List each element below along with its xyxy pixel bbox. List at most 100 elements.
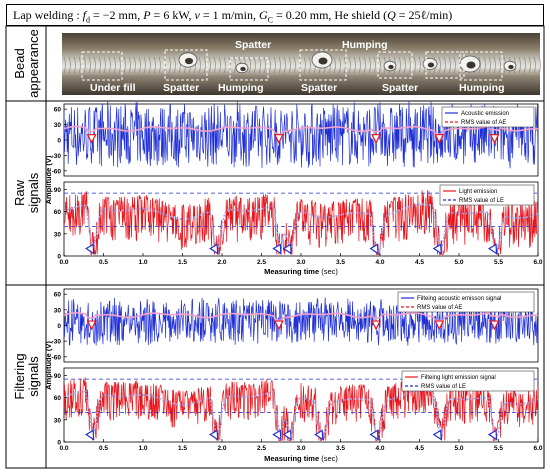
- legend-rms-raw-le: RMS value of LE: [459, 198, 504, 204]
- bead-ripple: [103, 56, 106, 74]
- bead-ripple: [263, 56, 266, 74]
- xtick-label-filtering-12: 6.0: [533, 445, 542, 452]
- ytick-label-raw-ae-3: -30: [52, 153, 62, 160]
- bead-ripple: [448, 56, 451, 74]
- bead-ripple: [198, 56, 201, 74]
- defect-arrow-raw-le-0: [85, 243, 95, 255]
- bead-ripple: [253, 56, 256, 74]
- bead-label-1: Under fill: [90, 82, 136, 94]
- ytick-label-raw-ae-4: -60: [52, 168, 62, 175]
- xtick-label-filtering-4: 2.0: [217, 445, 226, 452]
- defect-arrow-raw-ae-4: [489, 134, 500, 145]
- bead-ripple: [213, 56, 216, 74]
- bead-ripple: [523, 56, 526, 74]
- bead-blob-core-1: [240, 66, 246, 72]
- row-label-bead: Bead appearance: [12, 29, 41, 98]
- row-label-filtering-line-0: Filtering: [12, 353, 27, 399]
- ytick-label-filter-ae-0: 60: [54, 292, 62, 299]
- row-label-filtering-line-1: signals: [26, 356, 41, 397]
- xtick-label-filtering-9: 4.5: [415, 445, 424, 452]
- bead-ripple: [303, 56, 306, 74]
- xtick-label-raw-11: 5.5: [494, 259, 503, 266]
- defect-arrow-filter-le-0: [85, 429, 95, 441]
- bead-ripple: [88, 56, 91, 74]
- bead-ripple: [293, 56, 296, 74]
- bead-ripple: [233, 56, 236, 74]
- bead-ripple: [148, 56, 151, 74]
- bead-label-2: Spatter: [163, 82, 199, 94]
- xtick-label-filtering-11: 5.5: [494, 445, 503, 452]
- bead-defect-box-0: [81, 51, 123, 81]
- defect-arrow-filter-le-4: [314, 429, 324, 441]
- header-q-val: = 25ℓ/min): [395, 8, 453, 22]
- row-label-bead-line-0: Bead: [12, 48, 27, 78]
- bead-ripple: [268, 56, 271, 74]
- xtick-label-raw-1: 0.5: [99, 259, 108, 266]
- xtick-label-filtering-3: 1.5: [178, 445, 187, 452]
- legend-box-filter-le: [401, 370, 535, 392]
- ytick-label-filter-ae-3: -30: [52, 339, 62, 346]
- defect-arrow-raw-le-6: [487, 243, 498, 255]
- bead-ripple: [208, 56, 211, 74]
- panel-raw-le: 90 60 30 0 Light emission RMS value of LE: [54, 181, 539, 261]
- signal-raw-ae: [63, 100, 539, 169]
- header-gc-sub: C: [267, 15, 273, 25]
- xtick-label-filtering-6: 3.0: [296, 445, 305, 452]
- bead-blob-core-5: [466, 61, 476, 69]
- bead-ripple: [308, 56, 311, 74]
- xtick-label-filtering-0: 0.0: [59, 445, 68, 452]
- xtick-label-raw-7: 3.5: [336, 259, 345, 266]
- xtick-label-filtering-7: 3.5: [336, 445, 345, 452]
- bead-ripple: [108, 56, 111, 74]
- bead-label-3: Humping: [218, 82, 264, 94]
- defect-arrow-filter-le-1: [209, 429, 219, 441]
- ytick-label-raw-ae-1: 30: [54, 122, 62, 129]
- xlabel-filtering-main: Measuring time: [264, 454, 321, 463]
- defect-arrow-filter-ae-1: [273, 320, 284, 331]
- bead-defect-box-4: [377, 51, 413, 79]
- legend-signal-filter-le: Filteing light emission signal: [421, 375, 496, 381]
- xtick-label-raw-12: 6.0: [533, 259, 542, 266]
- ytick-label-filter-le-1: 60: [54, 395, 62, 402]
- panel-raw-ae: 60 30 0 -30 -60 Acoustic emission RMS value of…: [52, 100, 539, 177]
- defect-arrow-filter-le-7: [487, 429, 498, 441]
- bead-defect-box-3: [299, 49, 347, 81]
- rms-filter-ae: [63, 311, 539, 322]
- rms-filter-le: [63, 389, 539, 438]
- bead-ripple: [518, 56, 521, 74]
- xlabel-filtering-unit: (sec): [321, 454, 338, 463]
- ytick-label-raw-le-0: 90: [54, 187, 62, 194]
- xtick-label-filtering-10: 5.0: [454, 445, 463, 452]
- bead-ripple: [528, 56, 531, 74]
- xtick-label-filtering-5: 2.5: [257, 445, 266, 452]
- header-p: P: [143, 8, 151, 22]
- defect-arrow-filter-le-6: [432, 429, 442, 441]
- bead-ripple: [378, 56, 381, 74]
- bead-ripple: [333, 56, 336, 74]
- bead-label-6: Humping: [342, 39, 388, 51]
- defect-arrow-filter-ae-0: [86, 320, 97, 331]
- panel-filter-ae: 60 30 0 -30 -60 Filteing acoustic emisson sig…: [52, 288, 539, 363]
- row-label-raw-line-0: Raw: [12, 179, 27, 206]
- header-fd-sub: d: [86, 15, 90, 25]
- xtick-label-raw-2: 1.0: [138, 259, 147, 266]
- bead-ripple: [173, 56, 176, 74]
- bead-label-4: Spatter: [235, 39, 271, 51]
- bead-label-7: Spatter: [382, 82, 418, 94]
- bead-ripple: [353, 56, 356, 74]
- legend-box-filter-ae: [397, 291, 535, 313]
- legend-signal-raw-le: Light emission: [459, 189, 497, 195]
- defect-arrow-raw-le-4: [369, 243, 379, 255]
- bead-ripple: [438, 56, 441, 74]
- bead-ripple: [118, 56, 121, 74]
- bead-ripple: [223, 56, 226, 74]
- bead-ripple: [248, 56, 251, 74]
- xtick-label-raw-5: 2.5: [257, 259, 266, 266]
- row-label-raw: Raw signals: [12, 172, 41, 213]
- bead-ripple: [168, 56, 171, 74]
- ytick-label-filter-le-2: 30: [54, 417, 62, 424]
- defect-arrow-filter-le-3: [282, 429, 292, 441]
- bead-ripple: [218, 56, 221, 74]
- outer-frame: [5, 25, 545, 469]
